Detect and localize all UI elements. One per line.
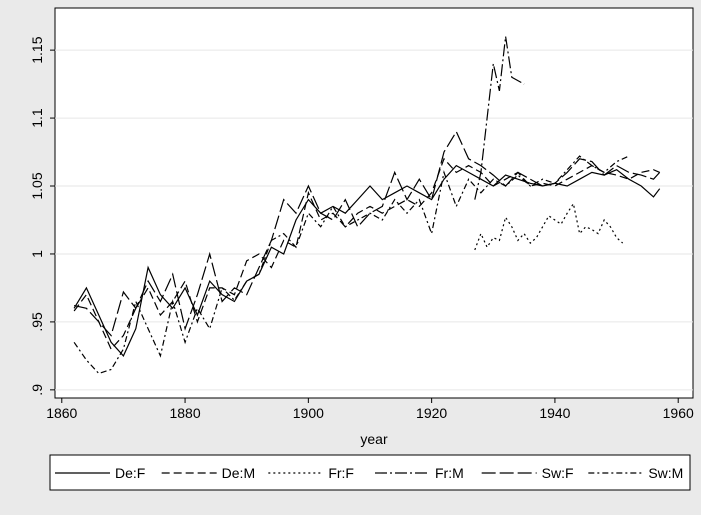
series-line [73,157,660,351]
series-line [73,164,661,357]
plot-area [54,7,694,399]
series-line [474,202,624,251]
y-tick-label: .9 [29,384,45,396]
x-tick-label: 1860 [46,405,77,421]
x-tick-label: 1880 [169,405,200,421]
legend-label: Sw:M [648,465,683,481]
y-tick-label: 1 [29,250,45,258]
x-tick-label: 1900 [293,405,324,421]
legend-box [49,454,691,491]
series-line [73,155,630,375]
legend-label: De:F [115,465,145,481]
series-line [474,36,525,200]
x-tick-label: 1960 [663,405,694,421]
y-tick-label: 1.15 [29,36,45,63]
y-tick-label: 1.1 [29,108,45,128]
legend-label: Sw:F [542,465,574,481]
legend-label: Fr:F [328,465,354,481]
x-tick-label: 1940 [539,405,570,421]
series-line [73,130,661,337]
y-tick-label: .95 [29,312,45,332]
y-tick-label: 1.05 [29,172,45,199]
x-axis-label: year [360,431,388,447]
legend-label: Fr:M [435,465,464,481]
legend-label: De:M [222,465,255,481]
x-tick-label: 1920 [416,405,447,421]
